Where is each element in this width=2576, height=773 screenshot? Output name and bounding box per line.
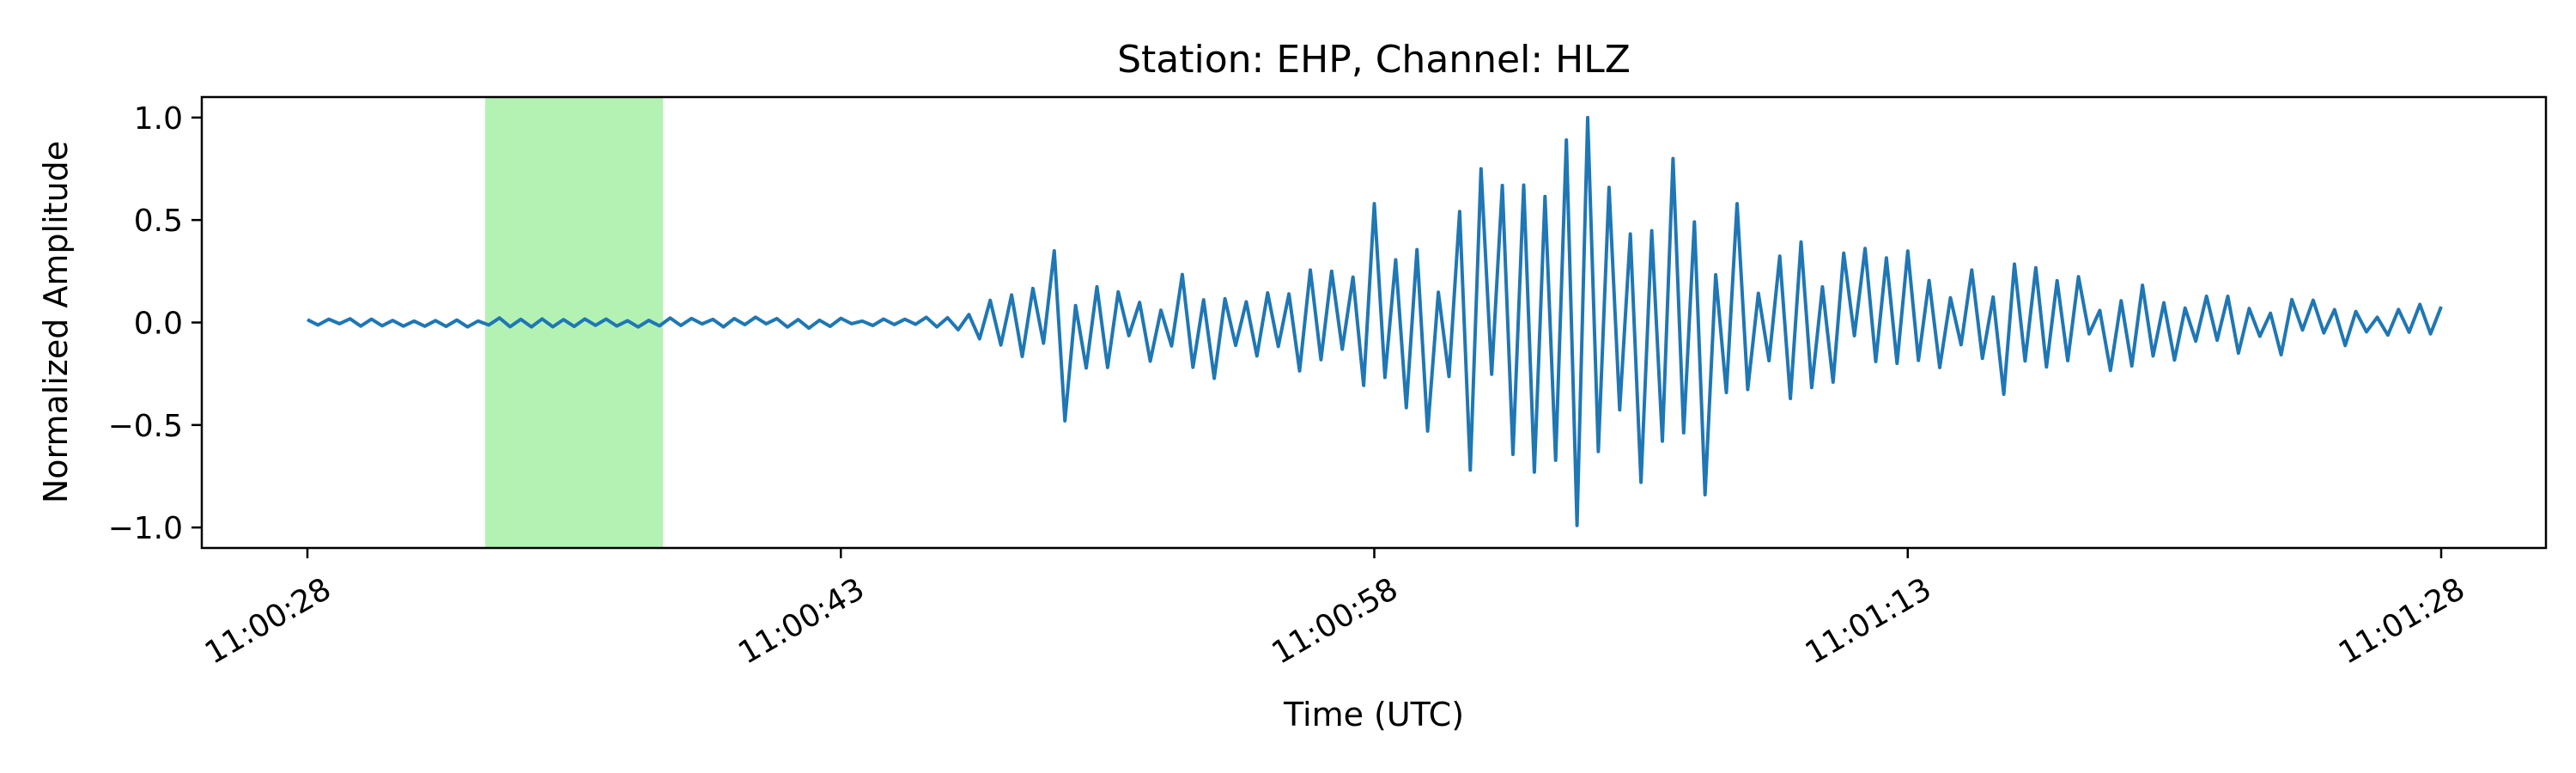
plot-area bbox=[307, 97, 2443, 548]
waveform-line bbox=[307, 115, 2443, 527]
x-tick-label: 11:01:28 bbox=[2333, 571, 2471, 671]
detection-window bbox=[485, 97, 664, 548]
y-tick-label: 1.0 bbox=[134, 101, 183, 137]
x-tick-label: 11:01:13 bbox=[1800, 571, 1938, 671]
x-tick-label: 11:00:58 bbox=[1266, 571, 1404, 671]
x-tick-label: 11:00:43 bbox=[732, 571, 871, 671]
y-tick-label: 0.5 bbox=[134, 204, 183, 239]
y-axis: −1.0 −0.5 0.0 0.5 1.0 bbox=[108, 101, 202, 546]
x-tick-label: 11:00:28 bbox=[199, 571, 337, 671]
y-tick-label: −0.5 bbox=[108, 409, 183, 444]
y-tick-label: −1.0 bbox=[108, 511, 183, 546]
chart-title: Station: EHP, Channel: HLZ bbox=[1117, 38, 1631, 82]
y-axis-label: Normalized Amplitude bbox=[37, 141, 75, 503]
x-axis: 11:00:28 11:00:43 11:00:58 11:01:13 11:01:28 bbox=[199, 548, 2471, 672]
y-tick-label: 0.0 bbox=[134, 307, 183, 342]
x-axis-label: Time (UTC) bbox=[1283, 696, 1464, 733]
